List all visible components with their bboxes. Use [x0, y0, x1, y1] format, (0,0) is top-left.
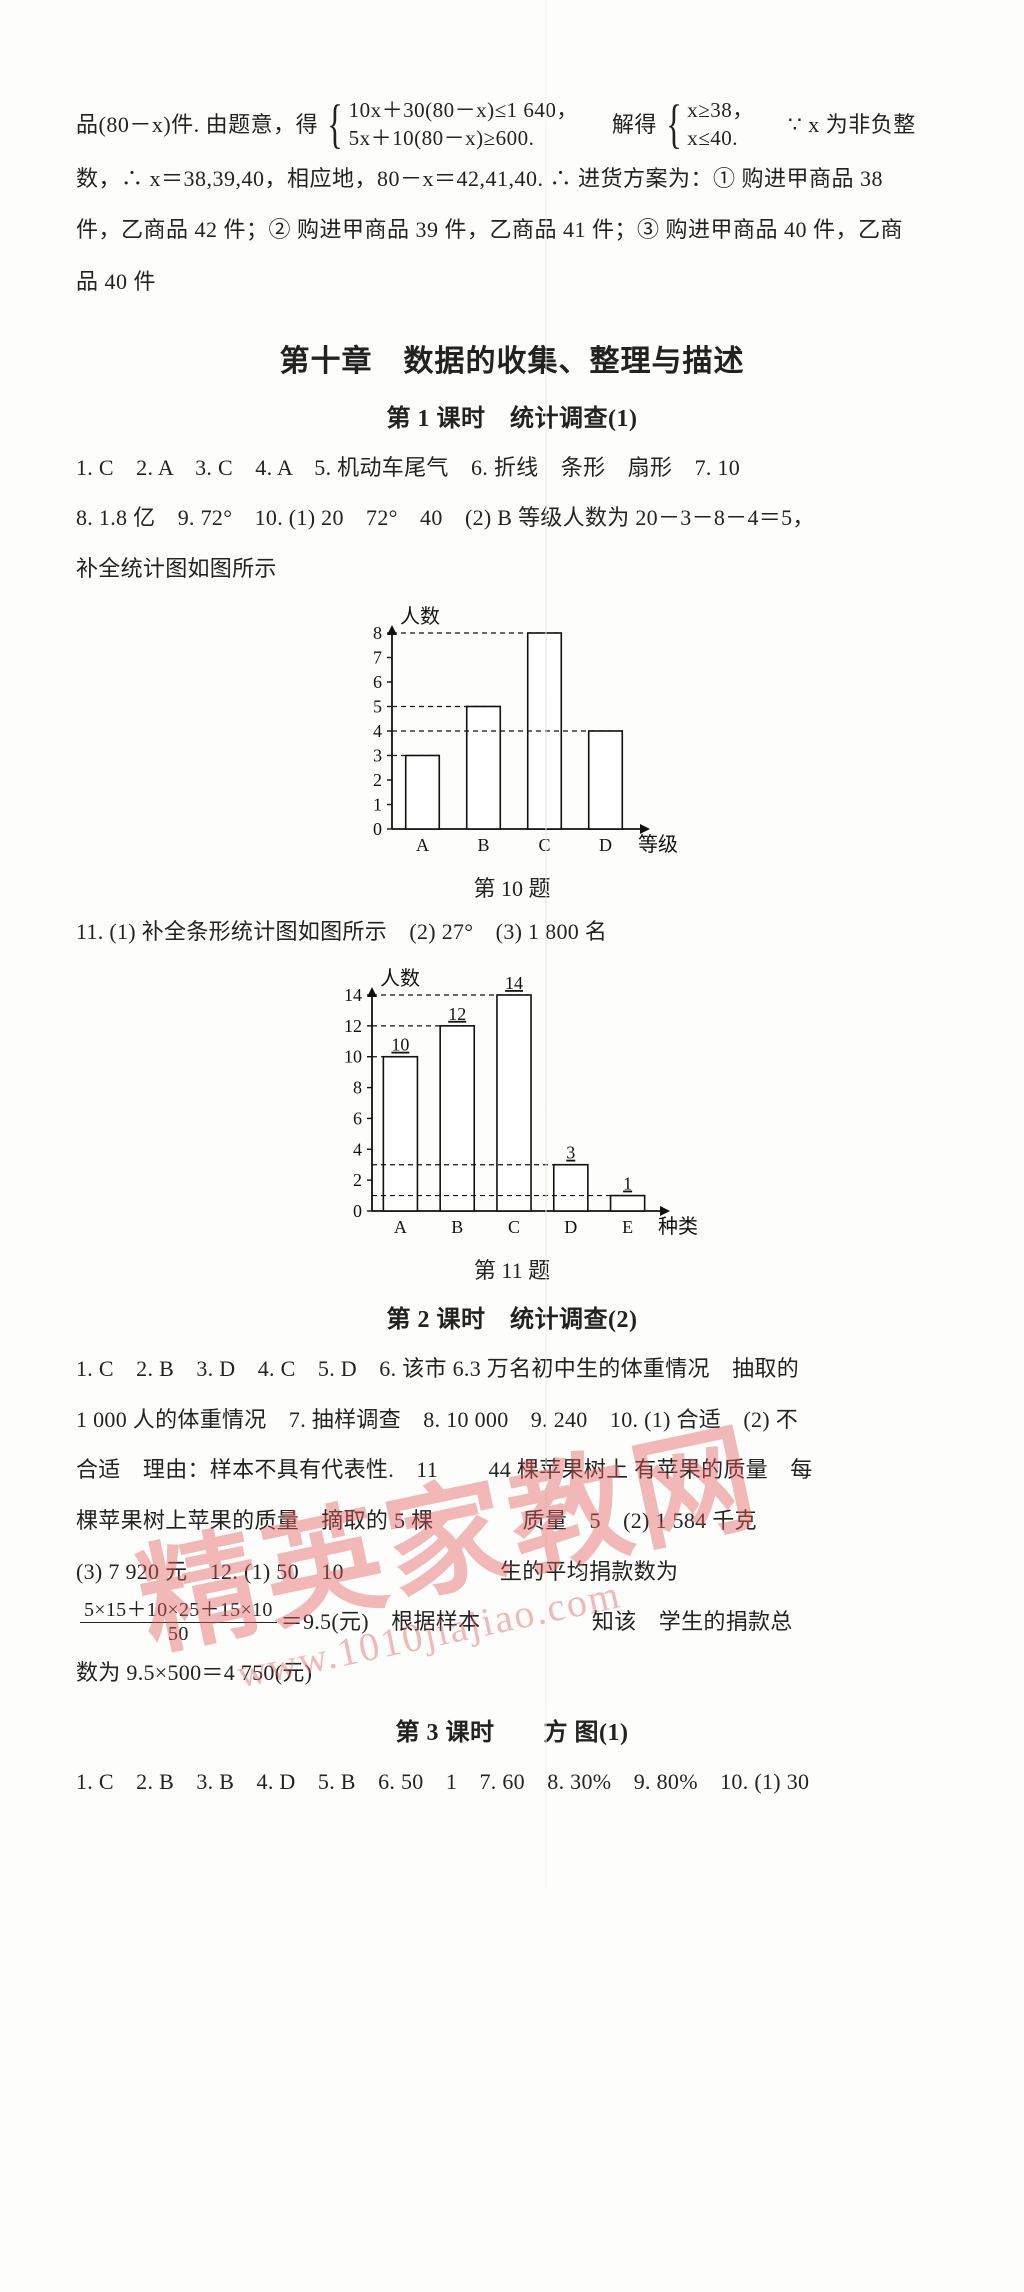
intro-line-1: 品(80－x)件. 由题意，得 { 10x＋30(80－x)≤1 640， 5x… — [76, 96, 948, 153]
lesson2-answers-f: 5×15＋10×25＋15×10 50 ＝9.5(元) 根据样本 知该 学生的捐… — [76, 1597, 948, 1648]
svg-text:6: 6 — [373, 672, 382, 692]
lesson2-answers-c: 合适 理由：样本不具有代表性. 11 44 棵苹果树上 有苹果的质量 每 — [76, 1445, 948, 1496]
fraction-den: 50 — [164, 1623, 193, 1646]
chart-10-caption: 第 10 题 — [473, 871, 550, 903]
fraction: 5×15＋10×25＋15×10 50 — [80, 1599, 277, 1646]
left-brace-icon: { — [327, 97, 343, 151]
intro-pre: 品(80－x)件. 由题意，得 — [76, 99, 318, 151]
chart-11-caption: 第 11 题 — [474, 1253, 550, 1285]
svg-text:0: 0 — [353, 1201, 362, 1221]
svg-text:8: 8 — [373, 623, 382, 643]
brace1-line2: 5x＋10(80－x)≥600. — [349, 124, 578, 152]
lesson1-answers-c: 补全统计图如图所示 — [76, 544, 948, 595]
svg-text:6: 6 — [353, 1109, 362, 1129]
lesson1-answers-b: 8. 1.8 亿 9. 72° 10. (1) 20 72° 40 (2) B … — [76, 493, 948, 544]
svg-text:A: A — [394, 1217, 407, 1237]
lesson3-answers-a: 1. C 2. B 3. B 4. D 5. B 6. 50 1 7. 60 8… — [76, 1757, 948, 1808]
lesson2-answers-a: 1. C 2. B 3. D 4. C 5. D 6. 该市 6.3 万名初中生… — [76, 1344, 948, 1395]
chart-10: 012345678ABCD人数等级 第 10 题 — [76, 605, 948, 903]
intro-line-4: 品 40 件 — [76, 256, 948, 308]
svg-text:D: D — [599, 835, 612, 855]
svg-text:人数: 人数 — [380, 967, 420, 990]
svg-text:D: D — [564, 1217, 577, 1237]
svg-text:5: 5 — [373, 696, 382, 716]
svg-text:10: 10 — [391, 1035, 409, 1055]
svg-text:2: 2 — [373, 770, 382, 790]
svg-text:3: 3 — [373, 745, 382, 765]
svg-text:12: 12 — [448, 1004, 466, 1024]
left-brace-icon: { — [666, 97, 682, 151]
q11-line: 11. (1) 补全条形统计图如图所示 (2) 27° (3) 1 800 名 — [76, 907, 948, 958]
scan-seam — [545, 0, 547, 1888]
svg-text:种类: 种类 — [658, 1215, 698, 1238]
svg-text:4: 4 — [373, 721, 382, 741]
lesson2-answers-e: (3) 7 920 元 12. (1) 50 10 生的平均捐款数为 — [76, 1547, 948, 1598]
fraction-num: 5×15＋10×25＋15×10 — [80, 1599, 277, 1623]
intro-brace-2: { x≥38， x≤40. — [661, 96, 754, 153]
svg-text:A: A — [416, 835, 429, 855]
intro-line-3: 件，乙商品 42 件；② 购进甲商品 39 件，乙商品 41 件；③ 购进甲商品… — [76, 204, 948, 256]
intro-line-2: 数，∴ x＝38,39,40，相应地，80－x＝42,41,40. ∴ 进货方案… — [76, 153, 948, 205]
svg-text:7: 7 — [373, 647, 382, 667]
lesson3-title: 第 3 课时 方 图(1) — [76, 1712, 948, 1747]
lesson2-answers-b: 1 000 人的体重情况 7. 抽样调查 8. 10 000 9. 240 10… — [76, 1395, 948, 1446]
svg-text:4: 4 — [353, 1139, 362, 1159]
lesson2-answers-d: 棵苹果树上苹果的质量 摘取的 5 棵 质量 5 (2) 1 584 千克 — [76, 1496, 948, 1547]
intro-brace-1: { 10x＋30(80－x)≤1 640， 5x＋10(80－x)≥600. — [322, 96, 578, 153]
lesson1-answers-a: 1. C 2. A 3. C 4. A 5. 机动车尾气 6. 折线 条形 扇形… — [76, 443, 948, 494]
lesson1-title: 第 1 课时 统计调查(1) — [76, 398, 948, 433]
svg-text:等级: 等级 — [638, 833, 678, 856]
svg-text:3: 3 — [566, 1143, 575, 1163]
svg-text:14: 14 — [344, 985, 362, 1005]
svg-text:E: E — [622, 1217, 633, 1237]
svg-text:1: 1 — [373, 794, 382, 814]
chapter-title: 第十章 数据的收集、整理与描述 — [76, 336, 948, 380]
svg-text:0: 0 — [373, 819, 382, 839]
svg-text:人数: 人数 — [400, 605, 440, 628]
chart-11-svg: 0 2 4 6 8 10 12 14 A 10 B 12 C 14 D 3 E 1 人数种类 — [312, 967, 712, 1247]
brace2-line1: x≥38， — [687, 96, 754, 124]
chart-11: 0 2 4 6 8 10 12 14 A 10 B 12 C 14 D 3 E 1 人数种类 第 11 题 — [76, 967, 948, 1285]
brace1-line1: 10x＋30(80－x)≤1 640， — [349, 96, 578, 124]
svg-text:14: 14 — [505, 973, 523, 993]
intro-middle: 解得 — [612, 99, 657, 151]
svg-text:12: 12 — [344, 1016, 362, 1036]
svg-text:8: 8 — [353, 1078, 362, 1098]
svg-text:C: C — [508, 1217, 520, 1237]
chart-10-svg: 012345678ABCD人数等级 — [332, 605, 692, 865]
brace2-line2: x≤40. — [687, 124, 754, 152]
intro-tail: ∵ x 为非负整 — [788, 99, 916, 151]
lesson2-title: 第 2 课时 统计调查(2) — [76, 1299, 948, 1334]
svg-text:B: B — [451, 1217, 463, 1237]
svg-text:10: 10 — [344, 1047, 362, 1067]
svg-text:1: 1 — [623, 1174, 632, 1194]
svg-text:B: B — [477, 835, 489, 855]
lesson2-answers-g: 数为 9.5×500＝4 750(元) — [76, 1648, 948, 1699]
lesson2-answers-f-post: ＝9.5(元) 根据样本 知该 学生的捐款总 — [281, 1597, 793, 1648]
svg-text:2: 2 — [353, 1170, 362, 1190]
